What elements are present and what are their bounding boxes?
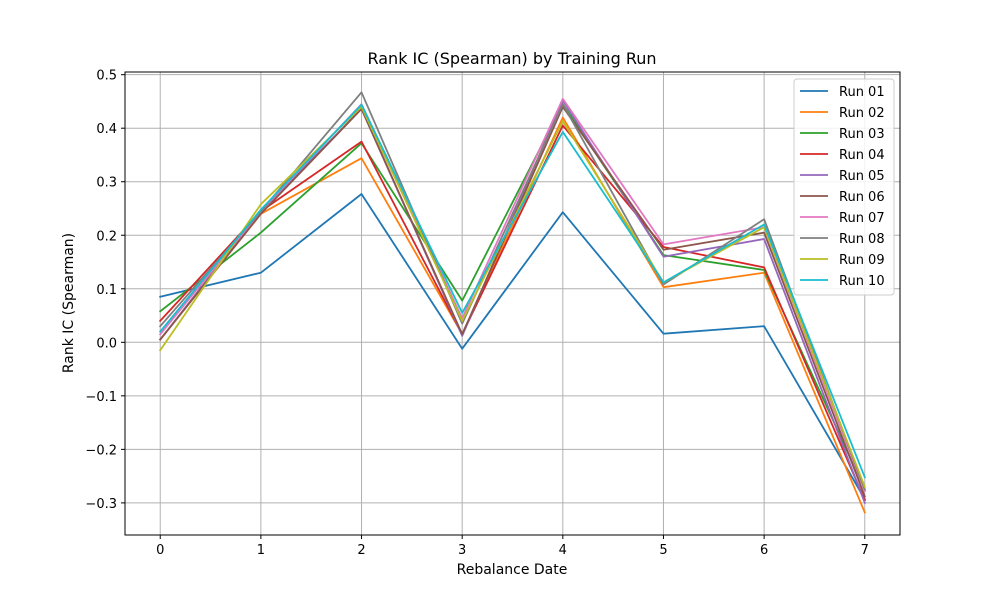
y-tick-label: −0.3: [85, 497, 117, 512]
x-tick-label: 7: [861, 543, 869, 558]
x-tick-label: 1: [257, 543, 265, 558]
axis-ticks: 0 1 2 3 4 5 6 7 −0.3 −0.2 −0.1 0.0 0.1 0.2 0.3 0.4 0.5: [85, 69, 868, 558]
legend-label: Run 09: [839, 253, 885, 268]
legend: Run 01 Run 02 Run 03 Run 04 Run 05 Run 06 Run …: [793, 78, 895, 296]
plot-frame: [124, 71, 901, 536]
x-tick-label: 5: [659, 543, 667, 558]
legend-label: Run 01: [839, 85, 885, 100]
legend-label: Run 07: [839, 211, 885, 226]
legend-label: Run 05: [839, 169, 885, 184]
legend-label: Run 10: [839, 274, 885, 289]
y-tick-label: 0.2: [96, 229, 117, 244]
series-line-run-01: [159, 193, 867, 501]
x-axis-label: Rebalance Date: [457, 562, 568, 578]
legend-label: Run 08: [839, 232, 885, 247]
series-line-run-03: [158, 103, 866, 491]
series-lines: [158, 91, 867, 514]
x-tick-label: 4: [559, 543, 567, 558]
y-tick-label: 0.0: [96, 336, 117, 351]
y-tick-label: 0.5: [96, 69, 117, 84]
x-tick-label: 0: [156, 543, 164, 558]
chart-title: Rank IC (Spearman) by Training Run: [367, 49, 656, 68]
series-line-run-04: [158, 124, 866, 502]
x-tick-label: 6: [760, 543, 768, 558]
legend-label: Run 03: [839, 127, 885, 142]
legend-label: Run 06: [839, 190, 885, 205]
y-tick-label: 0.1: [96, 283, 117, 298]
y-tick-label: −0.2: [85, 443, 117, 458]
x-tick-label: 2: [357, 543, 365, 558]
y-tick-label: 0.3: [96, 176, 117, 191]
y-tick-label: 0.4: [96, 122, 117, 137]
y-tick-label: −0.1: [85, 390, 117, 405]
series-line-run-10: [158, 103, 866, 479]
series-line-run-02: [158, 116, 866, 514]
x-tick-label: 3: [458, 543, 466, 558]
legend-label: Run 02: [839, 106, 885, 121]
legend-label: Run 04: [839, 148, 885, 163]
y-axis-label: Rank IC (Spearman): [61, 233, 77, 373]
